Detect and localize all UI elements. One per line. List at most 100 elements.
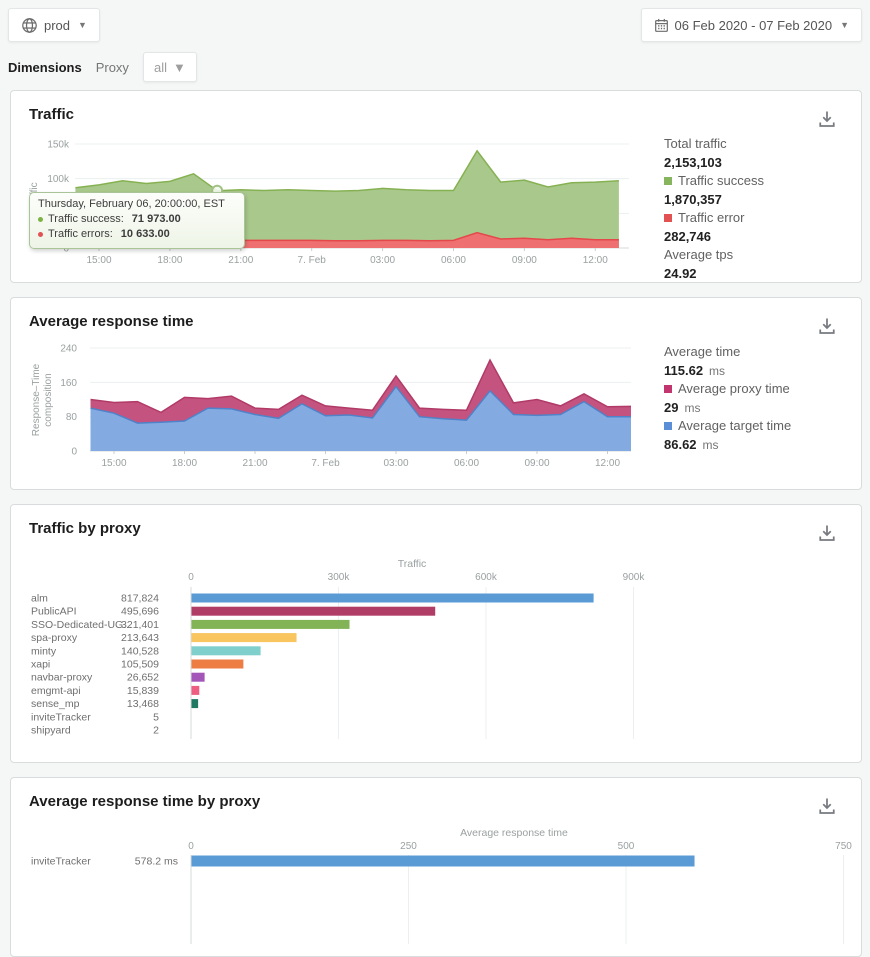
bar-category-label: SSO-Dedicated-UG... (31, 619, 132, 631)
tooltip-rows: Traffic success: 71 973.00 Traffic errors:… (38, 212, 236, 242)
response-time-by-proxy-card: Average response time by proxy Average r… (10, 777, 862, 957)
traffic-by-proxy-bar-chart[interactable]: Traffic 0 300k 600k 900k alm 817,824 PublicAPI 4… (11, 549, 861, 759)
y-tick-label: 0 (71, 447, 77, 458)
chevron-down-icon: ▼ (840, 20, 849, 30)
y-tick-label: 0 (63, 244, 69, 255)
x-tick-label: 03:00 (370, 255, 395, 266)
chevron-down-icon: ▼ (78, 20, 87, 30)
y-tick-label: 80 (66, 412, 78, 423)
analytics-dashboard: { "header": { "environment": "prod", "da… (8, 8, 862, 957)
x-tick-label: 750 (835, 841, 852, 852)
legend-swatch (664, 214, 672, 223)
bar-category-label: PublicAPI (31, 606, 77, 618)
area-line-top (90, 358, 632, 414)
x-tick-label: 7. Feb (298, 255, 327, 266)
x-tick-label: 500 (618, 841, 635, 852)
x-axis-title: Traffic (398, 558, 427, 570)
y-tick-label: 240 (60, 344, 77, 355)
date-range-selector[interactable]: 06 Feb 2020 - 07 Feb 2020 ▼ (640, 8, 862, 42)
legend-label: Total traffic (664, 136, 727, 151)
download-icon[interactable] (817, 523, 837, 543)
tooltip-series-dot (38, 232, 43, 237)
legend-value: 86.62 ms (664, 436, 719, 452)
bar-value-label: 213,643 (121, 632, 159, 644)
tooltip-row: Traffic errors: 10 633.00 (38, 227, 236, 242)
traffic-by-proxy-card: Traffic by proxy Traffic 0 300k 600k 900k alm… (10, 504, 862, 763)
area-line-bottom (90, 385, 631, 424)
legend-label: Traffic error (664, 209, 764, 228)
bar[interactable] (191, 606, 436, 616)
response-time-card: Average response time 0 80 160 240 15:00 18:0… (10, 297, 862, 490)
legend-value: 2,153,103 (664, 154, 722, 170)
bar[interactable] (191, 593, 594, 603)
x-tick-label: 09:00 (524, 458, 549, 469)
download-icon[interactable] (817, 109, 837, 129)
bar[interactable] (191, 672, 205, 682)
bar-category-label: inviteTracker (31, 856, 91, 868)
bar-value-label: 321,401 (121, 619, 159, 631)
legend-label: Traffic success (664, 172, 764, 191)
x-axis-title: Average response time (460, 827, 568, 839)
response-stats: Average time 115.62 ms Average proxy time 29… (664, 343, 791, 454)
bar[interactable] (191, 619, 350, 629)
bar-category-label: sense_mp (31, 698, 80, 710)
legend-label: Average proxy time (664, 380, 791, 399)
tooltip-series-dot (38, 217, 43, 222)
date-range-label: 06 Feb 2020 - 07 Feb 2020 (674, 17, 833, 33)
download-icon[interactable] (817, 316, 837, 336)
download-icon[interactable] (817, 796, 837, 816)
y-tick-label: 100k (47, 174, 70, 185)
legend-value: 282,746 (664, 228, 711, 244)
bar-value-label: 26,652 (127, 672, 159, 684)
traffic-chart-tooltip: Thursday, February 06, 20:00:00, EST Tra… (29, 192, 245, 249)
bar-category-label: alm (31, 593, 48, 605)
y-axis-title: composition (43, 373, 54, 426)
bar[interactable] (191, 699, 199, 709)
bar[interactable] (191, 646, 261, 656)
bar[interactable] (191, 685, 200, 695)
dimension-value-select[interactable]: all ▼ (142, 52, 197, 82)
bar-value-label: 105,509 (121, 659, 159, 671)
response-area-chart[interactable]: 0 80 160 240 15:00 18:00 21:00 7. Feb 03:00 06:00… (11, 338, 659, 478)
x-tick-label: 21:00 (228, 255, 253, 266)
response-card-title: Average response time (29, 313, 194, 330)
bar[interactable] (191, 633, 297, 643)
x-tick-label: 600k (475, 572, 498, 583)
globe-icon (22, 17, 37, 33)
bar-value-label: 15,839 (127, 685, 159, 697)
area-line-top (75, 149, 619, 192)
legend-value: 115.62 ms (664, 362, 726, 378)
legend-label: Average tps (664, 247, 734, 262)
environment-selector[interactable]: prod ▼ (8, 8, 100, 42)
bar-value-label: 495,696 (121, 606, 159, 618)
bar-category-label: emgmt-api (31, 685, 81, 697)
legend-label: Average target time (664, 417, 791, 436)
bar[interactable] (191, 855, 695, 867)
dimensions-label: Dimensions (8, 59, 82, 75)
x-tick-label: 0 (188, 572, 194, 583)
x-tick-label: 18:00 (157, 255, 182, 266)
bar-category-label: shipyard (31, 725, 71, 737)
response-by-proxy-bar-chart[interactable]: Average response time 0 250 500 750 inviteTra… (11, 824, 861, 954)
bar[interactable] (191, 659, 244, 669)
bar-value-label: 817,824 (121, 593, 159, 605)
tooltip-title: Thursday, February 06, 20:00:00, EST (38, 198, 225, 210)
x-tick-label: 250 (400, 841, 417, 852)
x-tick-label: 15:00 (101, 458, 126, 469)
bar-category-label: xapi (31, 659, 50, 671)
x-tick-label: 300k (328, 572, 351, 583)
legend-swatch (664, 422, 672, 431)
chevron-down-icon: ▼ (172, 59, 186, 75)
x-tick-label: 06:00 (454, 458, 479, 469)
x-tick-label: 0 (188, 841, 194, 852)
x-tick-label: 03:00 (383, 458, 408, 469)
dimension-name: Proxy (95, 59, 129, 75)
x-tick-label: 7. Feb (311, 458, 340, 469)
bar-value-label: 5 (153, 711, 159, 723)
legend-swatch (664, 177, 672, 186)
traffic-by-proxy-title: Traffic by proxy (29, 520, 141, 537)
calendar-icon (654, 18, 668, 32)
y-axis-title: Response–Time (31, 363, 42, 436)
legend-swatch (664, 385, 672, 394)
dimension-value-label: all (153, 59, 167, 75)
